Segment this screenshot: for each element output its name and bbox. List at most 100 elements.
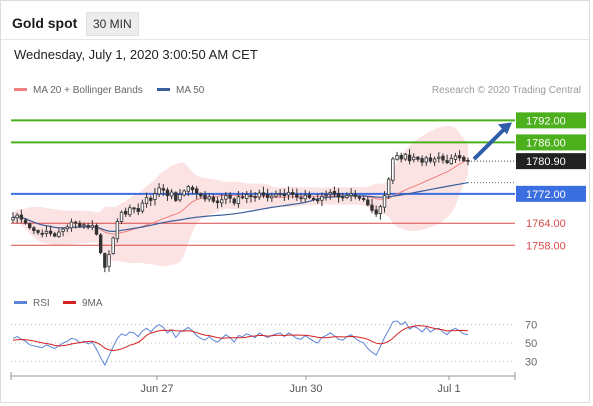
candle <box>182 189 186 197</box>
candle-body <box>190 187 195 191</box>
level-label-1764.00: 1764.00 <box>526 218 566 230</box>
candle-body <box>257 192 261 198</box>
candle <box>161 184 165 197</box>
candle-body <box>169 191 174 197</box>
level-tag-1786.00: 1786.00 <box>526 137 566 149</box>
time-tick-label: Jun 27 <box>140 383 173 395</box>
candle <box>316 193 320 204</box>
candle-body <box>361 198 366 200</box>
ma20-swatch <box>14 87 27 91</box>
candle <box>124 207 128 217</box>
candle-body <box>36 230 40 233</box>
candle <box>178 188 182 203</box>
candle <box>290 188 295 199</box>
time-tick-label: Jun 30 <box>289 383 322 395</box>
legend-ma20: MA 20 + Bollinger Bands <box>14 85 143 97</box>
candle-body <box>428 157 433 162</box>
candle <box>437 152 441 163</box>
candle <box>115 218 120 243</box>
candle-body <box>186 186 191 192</box>
candle <box>349 188 353 202</box>
candle-body <box>82 224 86 227</box>
candle-body <box>220 199 224 204</box>
candle <box>128 204 132 218</box>
candle <box>341 192 345 202</box>
candle-body <box>103 253 107 268</box>
candle-body <box>94 225 99 235</box>
rsi-tick-50: 50 <box>525 338 537 350</box>
candle <box>136 203 140 216</box>
candle-body <box>27 223 32 229</box>
candle-body <box>69 221 74 229</box>
candle-body <box>437 156 441 159</box>
candle-body <box>128 207 132 216</box>
level-tag-1792.00: 1792.00 <box>526 115 566 127</box>
candle <box>407 149 412 165</box>
candle <box>453 152 458 163</box>
candle <box>462 155 466 162</box>
candle <box>270 192 274 202</box>
candle-body <box>399 155 403 160</box>
candle <box>382 191 387 213</box>
candle <box>11 212 15 224</box>
candle <box>311 196 316 202</box>
candle-body <box>78 223 82 227</box>
candle-body <box>282 193 287 197</box>
legend-ma50: MA 50 <box>157 85 204 97</box>
candle <box>53 231 57 238</box>
candle <box>395 151 399 161</box>
candle-body <box>320 196 324 201</box>
candle <box>282 188 287 202</box>
copyright-text: Research © 2020 Trading Central <box>431 85 581 96</box>
rsi-line <box>12 320 469 367</box>
candle-body <box>207 196 211 200</box>
price-tags-layer: 1792.00 1786.00 1780.90 1772.00 1764.00 1758.… <box>472 112 586 252</box>
candle-body <box>303 194 307 200</box>
candle-body <box>278 193 282 196</box>
candle <box>232 197 236 206</box>
candles-layer <box>11 149 470 273</box>
time-axis-layer: Jun 27 Jun 30 Jul 1 <box>10 372 516 395</box>
candle-body <box>366 199 370 206</box>
timeframe-badge[interactable]: 30 MIN <box>86 12 139 36</box>
ma50-label: MA 50 <box>176 85 205 96</box>
candle-body <box>295 194 299 198</box>
candle-body <box>286 191 291 196</box>
candle <box>224 191 228 205</box>
candle-body <box>86 225 90 228</box>
candle-body <box>462 157 466 162</box>
candle <box>107 250 111 272</box>
candle <box>211 194 216 204</box>
ma9-label: 9MA <box>82 298 103 309</box>
candle-body <box>265 193 270 198</box>
projection-arrow-head <box>498 122 512 135</box>
candle <box>324 190 328 201</box>
candle <box>32 226 36 235</box>
candle-body <box>124 210 128 215</box>
candle <box>391 156 395 185</box>
candle-body <box>374 209 378 215</box>
candle <box>220 193 224 208</box>
ma9-swatch <box>63 300 76 304</box>
candle-body <box>357 196 362 199</box>
candle-body <box>19 214 24 220</box>
candle <box>132 206 136 214</box>
candle <box>416 155 420 162</box>
candle-body <box>407 154 412 162</box>
level-tag-bg-1792.00 <box>516 112 586 129</box>
level-label-1758.00: 1758.00 <box>526 240 566 252</box>
candle-body <box>98 234 103 254</box>
candle <box>48 225 53 237</box>
candle-body <box>44 230 49 234</box>
candle <box>27 222 32 230</box>
candle-body <box>11 217 15 221</box>
rsi-panel-layer: 70 50 30 <box>11 320 537 368</box>
candle <box>328 189 332 200</box>
candle <box>98 233 103 255</box>
candle-body <box>57 231 61 237</box>
candle <box>215 197 220 209</box>
candle <box>303 189 307 202</box>
candle <box>199 192 203 199</box>
candle <box>94 223 99 236</box>
